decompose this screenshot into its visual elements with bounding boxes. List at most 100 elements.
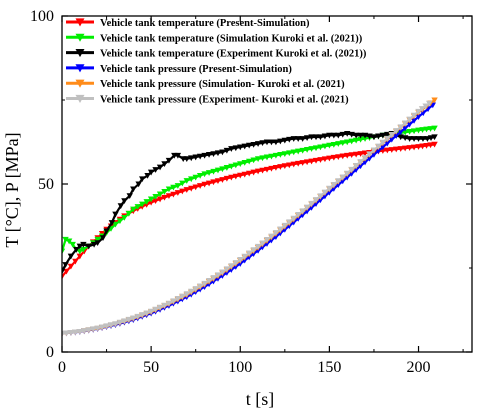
series-2-marker [294, 148, 302, 155]
series-6-marker [85, 327, 92, 334]
series-1-marker [250, 169, 257, 176]
series-3-marker [419, 136, 427, 142]
series-1-marker [196, 183, 204, 189]
series-1-marker [348, 152, 355, 159]
series-2-marker [223, 165, 231, 171]
series-2-marker [210, 168, 217, 175]
series-1-marker [326, 155, 333, 162]
series-1-marker [165, 193, 173, 199]
series-3-marker [277, 138, 284, 145]
series-1-marker [339, 153, 346, 160]
series-3-marker [339, 131, 346, 138]
series-6-marker [393, 128, 400, 134]
series-3-marker [254, 141, 262, 147]
series-6-marker [361, 155, 369, 161]
series-6-marker [192, 286, 199, 292]
series-3-marker [431, 134, 438, 141]
series-2-marker [121, 215, 128, 221]
series-1-marker [174, 190, 182, 196]
series-3-marker [370, 134, 378, 141]
series-6-marker [418, 106, 426, 112]
series-3-marker [62, 268, 66, 275]
series-3-marker [272, 139, 280, 146]
series-3-marker [410, 136, 418, 142]
series-2-marker [147, 196, 155, 203]
series-3-marker [245, 142, 253, 149]
series-3-marker [90, 241, 98, 248]
series-6-marker [426, 100, 433, 107]
series-3-marker [263, 139, 271, 146]
series-6-marker [143, 310, 150, 317]
series-4-marker [397, 129, 404, 136]
series-3-marker [326, 132, 333, 139]
series-2-marker [401, 129, 409, 136]
series-6-marker [352, 162, 360, 169]
series-3-marker [201, 152, 208, 159]
series-6-marker [384, 135, 391, 142]
series-2-marker [69, 241, 76, 248]
legend-swatch-marker [75, 18, 85, 27]
plot-area [62, 97, 438, 337]
series-2-marker [312, 145, 320, 152]
series-2-marker [410, 128, 418, 135]
series-6-marker [241, 253, 248, 260]
legend-entry-5: Vehicle tank pressure (Simulation- Kurok… [66, 79, 345, 90]
series-1-marker [431, 141, 438, 148]
series-1-marker [406, 145, 413, 151]
series-2-marker [219, 166, 226, 173]
series-6-marker [245, 250, 253, 257]
series-2-marker [268, 153, 275, 160]
series-3-marker [330, 132, 338, 139]
series-1-marker [152, 198, 159, 204]
series-6-marker [308, 200, 315, 207]
series-3-marker [299, 136, 306, 142]
legend-label: Vehicle tank temperature (Present-Simula… [100, 18, 310, 29]
series-6-marker [223, 266, 231, 273]
series-1-marker [192, 184, 199, 191]
series-3-marker [228, 146, 235, 152]
series-2-marker [241, 160, 248, 166]
series-4-marker [406, 121, 413, 128]
series-2-marker [308, 146, 315, 152]
series-1-marker [281, 163, 289, 170]
series-1-marker [272, 164, 280, 171]
series-6-marker [379, 139, 387, 146]
series-2-marker [406, 129, 413, 135]
series-1-marker [205, 180, 213, 187]
series-1-marker [62, 273, 66, 280]
series-3-marker [303, 135, 311, 141]
series-2-marker [303, 147, 311, 153]
series-6-marker [214, 272, 222, 279]
series-3-marker [406, 136, 413, 142]
series-2-marker [214, 167, 222, 174]
series-6-marker [286, 219, 293, 226]
series-3-marker [188, 155, 195, 162]
legend-entry-6: Vehicle tank pressure (Experiment- Kurok… [66, 95, 349, 106]
series-2-marker [431, 125, 438, 132]
series-2-marker [415, 127, 422, 134]
series-3-marker [357, 132, 364, 139]
series-2-marker [62, 236, 69, 243]
series-1-marker [335, 154, 342, 160]
series-6-marker [237, 257, 244, 263]
y-tick-label: 0 [46, 344, 54, 361]
series-2-marker [62, 248, 66, 255]
series-3-marker [427, 135, 435, 141]
series-6-marker [397, 124, 404, 131]
series-6-marker [170, 298, 177, 305]
series-1-marker [183, 187, 190, 193]
series-3-marker [352, 132, 360, 139]
series-2-marker [228, 163, 235, 170]
series-6-marker [290, 215, 297, 222]
series-6-marker [348, 166, 355, 173]
series-6-marker [165, 300, 173, 307]
series-1-marker [147, 199, 155, 206]
series-6-marker [317, 193, 324, 200]
legend: Vehicle tank temperature (Present-Simula… [66, 18, 367, 106]
series-1-marker [241, 171, 248, 178]
y-tick-label: 100 [30, 8, 54, 25]
series-1-marker [263, 166, 271, 173]
series-5-marker [431, 97, 438, 104]
series-2-marker [299, 147, 306, 154]
series-3-marker [99, 235, 107, 241]
